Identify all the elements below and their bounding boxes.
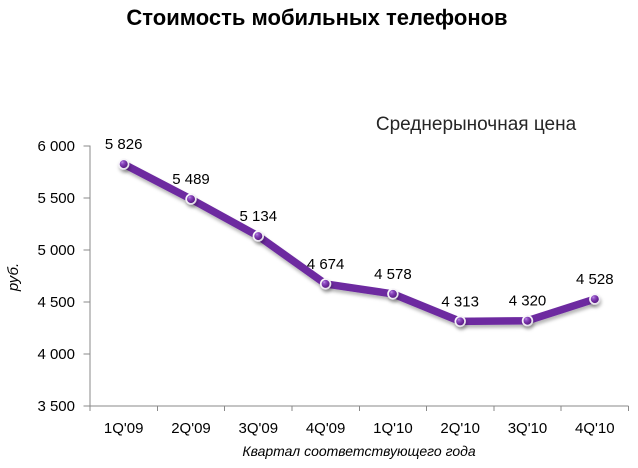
svg-text:4 500: 4 500 — [37, 294, 75, 311]
svg-text:1Q'09: 1Q'09 — [104, 420, 144, 437]
svg-text:руб.: руб. — [5, 263, 22, 292]
svg-text:4 674: 4 674 — [307, 256, 345, 273]
svg-text:2Q'09: 2Q'09 — [171, 420, 211, 437]
svg-text:5 826: 5 826 — [105, 136, 143, 153]
svg-text:1Q'10: 1Q'10 — [373, 420, 413, 437]
svg-text:5 134: 5 134 — [240, 208, 278, 225]
svg-text:2Q'10: 2Q'10 — [440, 420, 480, 437]
svg-text:4Q'09: 4Q'09 — [306, 420, 346, 437]
svg-text:Стоимость мобильных телефонов: Стоимость мобильных телефонов — [126, 5, 507, 30]
svg-text:3Q'10: 3Q'10 — [508, 420, 548, 437]
svg-text:3 500: 3 500 — [37, 398, 75, 415]
svg-text:4 313: 4 313 — [441, 293, 479, 310]
svg-text:4 320: 4 320 — [509, 293, 547, 310]
svg-text:4 578: 4 578 — [374, 266, 412, 283]
svg-text:5 489: 5 489 — [172, 171, 210, 188]
svg-text:5 500: 5 500 — [37, 190, 75, 207]
svg-text:4 528: 4 528 — [576, 271, 614, 288]
svg-text:5 000: 5 000 — [37, 242, 75, 259]
svg-text:Квартал соответствующего года: Квартал соответствующего года — [242, 443, 476, 459]
svg-text:Среднерыночная цена: Среднерыночная цена — [376, 114, 577, 135]
svg-text:4 000: 4 000 — [37, 346, 75, 363]
svg-text:6 000: 6 000 — [37, 138, 75, 155]
svg-text:3Q'09: 3Q'09 — [239, 420, 279, 437]
svg-text:4Q'10: 4Q'10 — [575, 420, 615, 437]
